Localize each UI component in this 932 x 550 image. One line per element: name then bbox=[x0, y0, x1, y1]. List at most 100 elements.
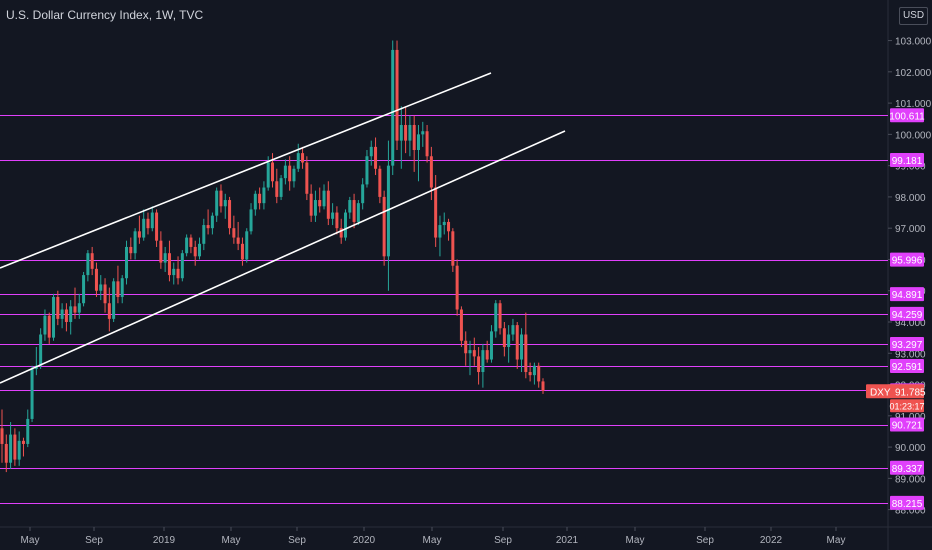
candle-body bbox=[292, 168, 296, 182]
candle-body bbox=[279, 178, 283, 197]
candle-body bbox=[399, 124, 403, 141]
candle-body bbox=[73, 306, 77, 313]
candle-body bbox=[404, 124, 408, 141]
candle-body bbox=[348, 200, 352, 213]
candle-body bbox=[438, 225, 442, 238]
candle-body bbox=[515, 325, 519, 360]
candle-body bbox=[167, 253, 171, 276]
level-label-bg bbox=[890, 417, 924, 432]
candle-body bbox=[498, 303, 502, 329]
x-tick-label: 2021 bbox=[556, 535, 579, 546]
candle-body bbox=[47, 315, 51, 338]
level-label-bg bbox=[890, 152, 924, 167]
horizontal-levels bbox=[0, 115, 888, 504]
candle-body bbox=[468, 350, 472, 354]
candle-body bbox=[532, 365, 536, 376]
x-tick-label: Sep bbox=[288, 535, 306, 546]
y-tick-label: 94.000 bbox=[895, 318, 926, 329]
candle-body bbox=[240, 243, 244, 260]
y-tick-label: 93.000 bbox=[895, 349, 926, 360]
candle-body bbox=[69, 306, 73, 322]
y-tick-label: 102.000 bbox=[895, 68, 932, 79]
candle-body bbox=[425, 131, 429, 157]
symbol-label: DXY bbox=[870, 387, 891, 398]
candle-body bbox=[352, 200, 356, 222]
current-price-label-bg bbox=[866, 384, 924, 399]
candle-body bbox=[137, 231, 141, 238]
candle-body bbox=[459, 309, 463, 341]
candle-body bbox=[56, 296, 60, 319]
time-axis[interactable]: May Sep 2019 May Sep 2020 May Sep 2021 May Sep 2022… bbox=[21, 527, 846, 546]
candle-body bbox=[150, 212, 154, 229]
candle-body bbox=[511, 325, 515, 335]
candle-body bbox=[155, 212, 159, 241]
candle-body bbox=[210, 215, 214, 229]
candle-body bbox=[326, 190, 330, 219]
candle-body bbox=[369, 146, 373, 157]
y-tick-label: 101.000 bbox=[895, 99, 932, 110]
level-label: 89.337 bbox=[892, 464, 923, 475]
countdown-label-bg bbox=[890, 399, 924, 413]
candle-body bbox=[442, 221, 446, 226]
candle-body bbox=[4, 443, 8, 463]
candle-body bbox=[537, 365, 541, 382]
y-tick-label: 103.000 bbox=[895, 37, 932, 48]
chart-title: U.S. Dollar Currency Index, 1W, TVC bbox=[6, 8, 204, 22]
level-label-bg bbox=[890, 252, 924, 267]
y-tick-label: 91.000 bbox=[895, 412, 926, 423]
candle-body bbox=[198, 243, 202, 257]
candle-body bbox=[524, 334, 528, 373]
candle-body bbox=[26, 418, 30, 444]
candle-body bbox=[219, 190, 223, 207]
currency-button[interactable]: USD bbox=[899, 7, 928, 25]
candle-body bbox=[125, 246, 129, 279]
candle-body bbox=[103, 284, 107, 304]
candle-body bbox=[356, 203, 360, 222]
candle-body bbox=[528, 372, 532, 376]
y-tick-label: 99.000 bbox=[895, 162, 926, 173]
candle-body bbox=[159, 240, 163, 263]
candle-body bbox=[43, 315, 47, 335]
level-label: 94.259 bbox=[892, 310, 923, 321]
candle-body bbox=[249, 209, 253, 232]
candle-body bbox=[391, 49, 395, 166]
level-label-bg bbox=[890, 495, 924, 510]
candle-body bbox=[429, 156, 433, 188]
level-label-bg bbox=[890, 306, 924, 321]
y-tick-label: 89.000 bbox=[895, 474, 926, 485]
countdown-label: 01:23:17 bbox=[889, 401, 924, 411]
candle-body bbox=[202, 225, 206, 244]
y-tick-label: 100.000 bbox=[895, 130, 932, 141]
x-tick-label: Sep bbox=[696, 535, 714, 546]
candle-body bbox=[408, 124, 412, 141]
level-label-bg bbox=[890, 460, 924, 475]
candle-body bbox=[185, 237, 189, 254]
candle-body bbox=[288, 165, 292, 182]
candle-body bbox=[112, 281, 116, 319]
candle-body bbox=[236, 237, 240, 244]
candle-body bbox=[0, 428, 4, 444]
level-label-bg bbox=[890, 108, 924, 123]
x-tick-label: May bbox=[222, 535, 241, 546]
candle-body bbox=[309, 193, 313, 216]
candle-body bbox=[507, 334, 511, 348]
x-tick-label: 2022 bbox=[760, 535, 783, 546]
candle-body bbox=[382, 196, 386, 257]
level-label: 99.181 bbox=[892, 156, 923, 167]
x-tick-label: May bbox=[827, 535, 846, 546]
candle-body bbox=[206, 225, 210, 229]
y-tick-label: 97.000 bbox=[895, 224, 926, 235]
candle-body bbox=[455, 265, 459, 310]
candle-body bbox=[193, 246, 197, 257]
candle-body bbox=[21, 440, 25, 444]
candle-body bbox=[361, 184, 365, 204]
channel-lines bbox=[0, 72, 566, 384]
candle-body bbox=[107, 303, 111, 319]
candle-body bbox=[86, 253, 90, 276]
candle-body bbox=[266, 162, 270, 188]
candle-body bbox=[133, 231, 137, 254]
candle-body bbox=[335, 212, 339, 229]
candle-body bbox=[120, 278, 124, 297]
candle-body bbox=[228, 200, 232, 229]
